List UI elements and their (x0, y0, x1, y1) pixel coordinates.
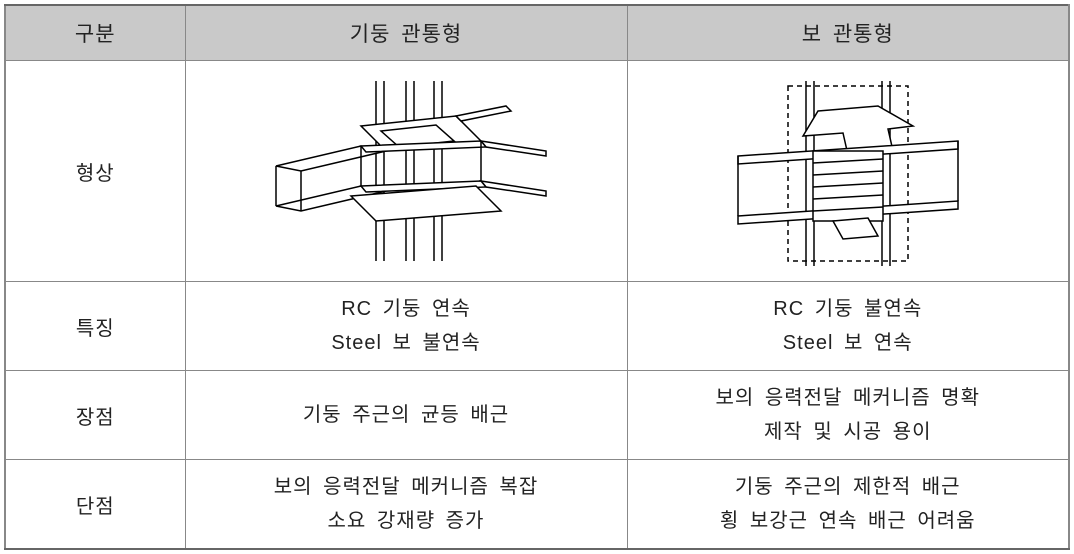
cell-cons-col2: 기둥 주근의 제한적 배근횡 보강근 연속 배근 어려움 (627, 460, 1069, 550)
beam-through-diagram (718, 71, 978, 271)
header-category: 구분 (5, 5, 185, 61)
table-row: 단점 보의 응력전달 메커니즘 복잡소요 강재량 증가 기둥 주근의 제한적 배… (5, 460, 1069, 550)
table-row: 장점 기둥 주근의 균등 배근 보의 응력전달 메커니즘 명확제작 및 시공 용… (5, 371, 1069, 460)
header-column-through: 기둥 관통형 (185, 5, 627, 61)
cell-feature-col2: RC 기둥 불연속Steel 보 연속 (627, 282, 1069, 371)
cell-cons-col1: 보의 응력전달 메커니즘 복잡소요 강재량 증가 (185, 460, 627, 550)
diagram-cell-beam-through (627, 61, 1069, 282)
row-label-shape: 형상 (5, 61, 185, 282)
cell-pros-col2: 보의 응력전달 메커니즘 명확제작 및 시공 용이 (627, 371, 1069, 460)
cell-feature-col1: RC 기둥 연속Steel 보 불연속 (185, 282, 627, 371)
row-label-cons: 단점 (5, 460, 185, 550)
table-row: 형상 (5, 61, 1069, 282)
cell-pros-col1: 기둥 주근의 균등 배근 (185, 371, 627, 460)
header-row: 구분 기둥 관통형 보 관통형 (5, 5, 1069, 61)
column-through-diagram (256, 71, 556, 271)
comparison-table: 구분 기둥 관통형 보 관통형 형상 (4, 4, 1070, 550)
diagram-cell-column-through (185, 61, 627, 282)
header-beam-through: 보 관통형 (627, 5, 1069, 61)
table-row: 특징 RC 기둥 연속Steel 보 불연속 RC 기둥 불연속Steel 보 … (5, 282, 1069, 371)
row-label-feature: 특징 (5, 282, 185, 371)
row-label-pros: 장점 (5, 371, 185, 460)
